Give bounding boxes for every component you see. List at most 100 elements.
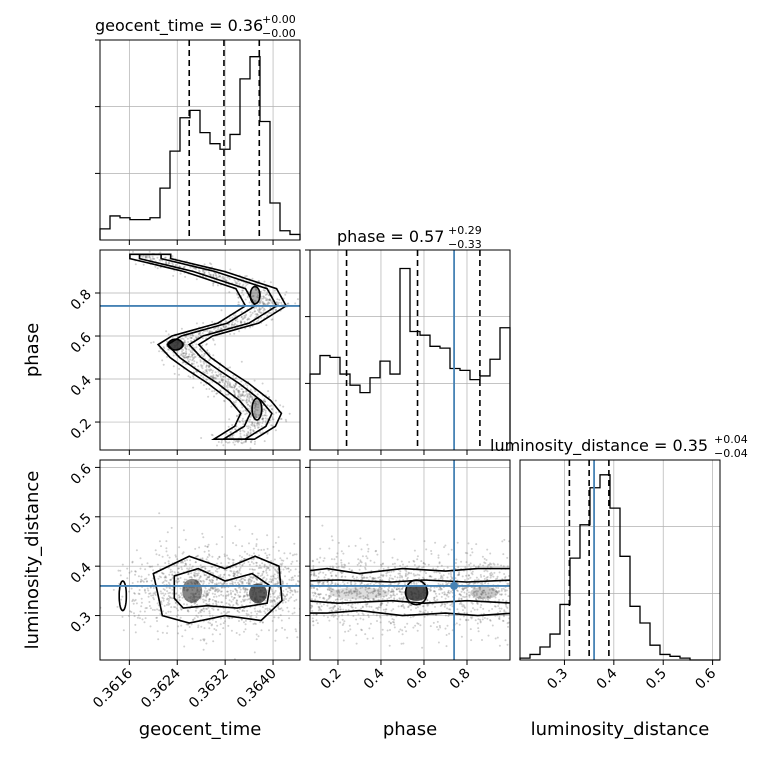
- sample-point: [206, 593, 209, 596]
- sample-point: [494, 593, 497, 596]
- sample-point: [311, 560, 314, 563]
- sample-point: [287, 586, 290, 589]
- sample-point: [263, 610, 266, 613]
- sample-point: [357, 558, 360, 561]
- sample-point: [291, 576, 294, 579]
- sample-point: [380, 602, 383, 605]
- sample-point: [332, 606, 335, 609]
- sample-point: [274, 589, 277, 592]
- sample-point: [204, 595, 207, 598]
- sample-point: [251, 568, 254, 571]
- sample-point: [408, 604, 411, 607]
- sample-point: [454, 577, 457, 580]
- sample-point: [274, 630, 277, 632]
- sample-point: [255, 315, 258, 318]
- sample-point: [205, 594, 208, 597]
- sample-point: [271, 424, 274, 427]
- sample-point: [216, 444, 218, 447]
- sample-point: [427, 603, 430, 606]
- sample-point: [257, 567, 260, 569]
- sample-point: [160, 576, 162, 579]
- sample-point: [366, 594, 369, 597]
- sample-point: [274, 639, 277, 642]
- sample-point: [474, 619, 477, 622]
- sample-point: [268, 580, 271, 583]
- sample-point: [439, 587, 442, 590]
- sample-point: [165, 261, 168, 264]
- sample-point: [216, 557, 219, 560]
- sample-point: [148, 250, 151, 253]
- sample-point: [277, 616, 280, 619]
- sample-point: [322, 583, 325, 586]
- sample-point: [217, 590, 220, 592]
- sample-point: [189, 266, 192, 269]
- sample-point: [131, 561, 134, 564]
- sample-point: [477, 630, 480, 633]
- sample-point: [482, 589, 485, 592]
- sample-point: [377, 589, 379, 592]
- sample-point: [295, 598, 298, 601]
- sample-point: [162, 599, 165, 602]
- sample-point: [329, 636, 331, 639]
- sample-point: [207, 606, 210, 609]
- sample-point: [183, 356, 186, 359]
- sample-point: [186, 609, 189, 612]
- sample-point: [190, 623, 193, 626]
- sample-point: [228, 441, 231, 444]
- sample-point: [253, 423, 256, 426]
- sample-point: [199, 332, 202, 335]
- sample-point: [375, 607, 378, 610]
- sample-point: [382, 590, 385, 593]
- sample-point: [233, 324, 236, 326]
- sample-point: [122, 629, 125, 632]
- sample-point: [228, 436, 231, 439]
- sample-point: [234, 315, 237, 317]
- sample-point: [489, 552, 492, 555]
- sample-point: [238, 385, 241, 388]
- sample-point: [407, 571, 410, 574]
- sample-point: [247, 403, 250, 406]
- sample-point: [244, 589, 247, 592]
- sample-point: [416, 573, 419, 576]
- sample-point: [465, 574, 468, 577]
- sample-point: [467, 577, 470, 580]
- sample-point: [237, 439, 240, 442]
- sample-point: [223, 610, 225, 613]
- sample-point: [191, 334, 194, 337]
- sample-point: [501, 540, 504, 543]
- sample-point: [458, 602, 461, 605]
- sample-point: [404, 566, 407, 569]
- sample-point: [236, 440, 239, 443]
- sample-point: [199, 611, 202, 614]
- sample-point: [288, 597, 291, 600]
- sample-point: [443, 605, 446, 608]
- sample-point: [245, 612, 248, 615]
- density-phase-geocent_time: [100, 250, 300, 450]
- sample-point: [242, 390, 245, 393]
- sample-point: [264, 297, 267, 300]
- sample-point: [388, 586, 391, 589]
- sample-point: [138, 589, 141, 591]
- sample-point: [203, 272, 206, 275]
- sample-point: [165, 261, 168, 263]
- sample-point: [291, 590, 294, 593]
- sample-point: [477, 565, 480, 568]
- sample-point: [263, 400, 266, 403]
- sample-point: [273, 577, 276, 580]
- contour-luminosity_distance-geocent_time-2: [118, 580, 128, 612]
- sample-point: [241, 394, 244, 397]
- sample-point: [253, 410, 256, 413]
- sample-point: [462, 609, 464, 612]
- sample-point: [264, 400, 267, 403]
- sample-point: [187, 375, 190, 378]
- sample-point: [477, 627, 480, 630]
- sample-point: [244, 298, 247, 301]
- sample-point: [472, 596, 475, 599]
- sample-point: [218, 555, 221, 558]
- sample-point: [168, 262, 171, 265]
- sample-point: [197, 626, 200, 629]
- sample-point: [418, 610, 421, 613]
- sample-point: [244, 579, 247, 582]
- sample-point: [433, 571, 436, 574]
- sample-point: [214, 274, 217, 277]
